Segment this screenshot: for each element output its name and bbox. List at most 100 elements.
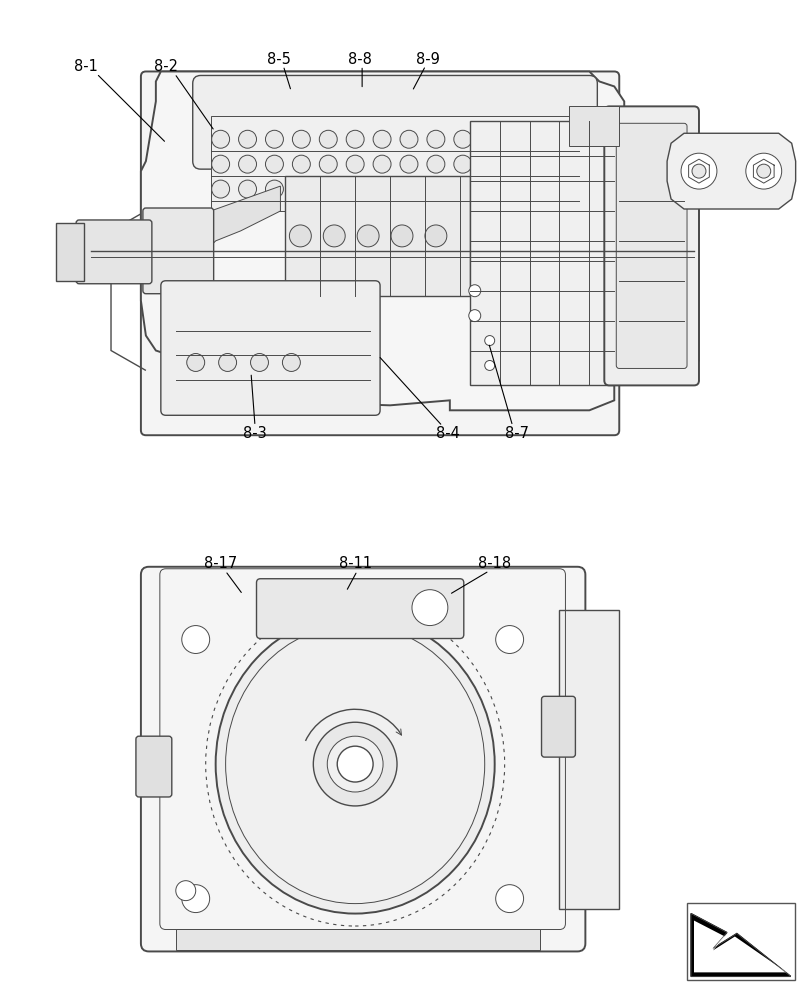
Circle shape [314, 722, 397, 806]
FancyBboxPatch shape [604, 106, 699, 385]
FancyBboxPatch shape [141, 567, 585, 951]
Text: 8-3: 8-3 [243, 426, 267, 441]
Bar [559, 610, 619, 909]
Circle shape [412, 590, 448, 626]
Circle shape [212, 130, 229, 148]
FancyBboxPatch shape [141, 71, 619, 435]
Bar [176, 929, 540, 950]
Circle shape [400, 130, 418, 148]
Circle shape [495, 626, 524, 653]
Bar [469, 121, 614, 385]
Circle shape [495, 885, 524, 913]
Bar [570, 106, 619, 146]
Circle shape [507, 155, 525, 173]
FancyBboxPatch shape [617, 123, 687, 368]
Circle shape [692, 164, 706, 178]
Ellipse shape [225, 625, 485, 904]
Circle shape [357, 225, 379, 247]
Circle shape [400, 155, 418, 173]
Circle shape [292, 130, 310, 148]
Circle shape [427, 130, 445, 148]
Circle shape [176, 881, 196, 901]
Circle shape [266, 180, 284, 198]
FancyBboxPatch shape [76, 220, 152, 284]
Bar [285, 176, 469, 296]
Circle shape [757, 164, 771, 178]
Circle shape [182, 885, 209, 913]
Text: 8-5: 8-5 [267, 52, 291, 67]
Circle shape [427, 155, 445, 173]
Circle shape [485, 336, 494, 346]
Circle shape [319, 155, 337, 173]
Circle shape [323, 225, 345, 247]
Circle shape [289, 225, 311, 247]
Bar [211, 116, 579, 211]
Circle shape [481, 130, 499, 148]
Circle shape [238, 180, 256, 198]
Circle shape [346, 155, 364, 173]
Polygon shape [691, 914, 791, 976]
Circle shape [681, 153, 717, 189]
Text: 8-2: 8-2 [154, 59, 179, 74]
Circle shape [346, 180, 364, 198]
Circle shape [481, 155, 499, 173]
Circle shape [454, 180, 472, 198]
Ellipse shape [216, 615, 494, 914]
Circle shape [319, 130, 337, 148]
Circle shape [292, 155, 310, 173]
Circle shape [238, 130, 256, 148]
Text: 8-4: 8-4 [436, 426, 461, 441]
Polygon shape [141, 71, 699, 410]
Circle shape [373, 155, 391, 173]
Text: 8-7: 8-7 [505, 426, 528, 441]
FancyBboxPatch shape [136, 736, 172, 797]
FancyBboxPatch shape [256, 579, 464, 639]
Text: 8-18: 8-18 [478, 556, 511, 571]
Text: 8-9: 8-9 [416, 52, 440, 67]
Circle shape [319, 180, 337, 198]
Circle shape [337, 746, 373, 782]
Circle shape [454, 155, 472, 173]
Bar [579, 111, 619, 156]
Circle shape [391, 225, 413, 247]
Circle shape [469, 310, 481, 322]
Polygon shape [691, 911, 791, 976]
Circle shape [346, 130, 364, 148]
Polygon shape [211, 186, 280, 246]
Text: 8-11: 8-11 [339, 556, 372, 571]
Circle shape [746, 153, 781, 189]
Circle shape [219, 354, 237, 371]
Text: 8-17: 8-17 [204, 556, 237, 571]
Circle shape [187, 354, 204, 371]
Circle shape [469, 285, 481, 297]
Circle shape [327, 736, 383, 792]
Circle shape [283, 354, 301, 371]
Polygon shape [694, 921, 787, 972]
Circle shape [238, 155, 256, 173]
Polygon shape [667, 133, 796, 209]
Circle shape [292, 180, 310, 198]
Circle shape [373, 130, 391, 148]
Circle shape [266, 130, 284, 148]
Circle shape [454, 130, 472, 148]
Circle shape [212, 155, 229, 173]
Circle shape [400, 180, 418, 198]
Circle shape [481, 180, 499, 198]
Text: 8-1: 8-1 [74, 59, 98, 74]
Circle shape [266, 155, 284, 173]
Bar [57, 223, 84, 281]
Circle shape [212, 180, 229, 198]
Circle shape [427, 180, 445, 198]
Circle shape [250, 354, 268, 371]
FancyBboxPatch shape [161, 281, 380, 415]
Circle shape [373, 180, 391, 198]
Text: 8-8: 8-8 [347, 52, 372, 67]
FancyBboxPatch shape [193, 75, 597, 169]
Circle shape [182, 626, 209, 653]
FancyBboxPatch shape [143, 208, 213, 294]
Bar [687, 903, 794, 980]
Circle shape [485, 360, 494, 370]
Circle shape [425, 225, 447, 247]
FancyBboxPatch shape [541, 696, 575, 757]
Circle shape [507, 130, 525, 148]
